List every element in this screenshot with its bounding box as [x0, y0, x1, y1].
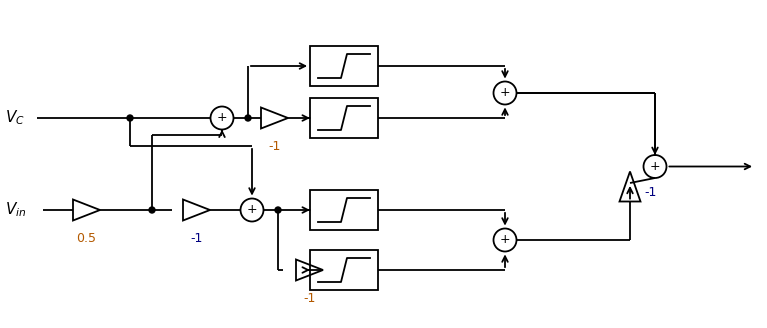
Circle shape	[127, 115, 133, 121]
Bar	[310, 190, 378, 230]
Bar	[310, 250, 378, 290]
Circle shape	[245, 115, 251, 121]
Text: 0.5: 0.5	[77, 232, 97, 245]
Text: +: +	[247, 203, 257, 216]
Text: +: +	[499, 86, 510, 99]
Bar	[310, 46, 378, 86]
Circle shape	[149, 207, 155, 213]
Text: -1: -1	[190, 232, 202, 245]
Text: +: +	[650, 159, 660, 173]
Text: +: +	[217, 111, 227, 124]
Bar	[310, 98, 378, 138]
Text: $V_C$: $V_C$	[5, 109, 25, 127]
Text: $V_{in}$: $V_{in}$	[5, 201, 26, 219]
Text: -1: -1	[303, 292, 316, 305]
Text: +: +	[499, 233, 510, 246]
Text: -1: -1	[268, 140, 281, 153]
Circle shape	[275, 207, 281, 213]
Text: -1: -1	[644, 187, 657, 199]
